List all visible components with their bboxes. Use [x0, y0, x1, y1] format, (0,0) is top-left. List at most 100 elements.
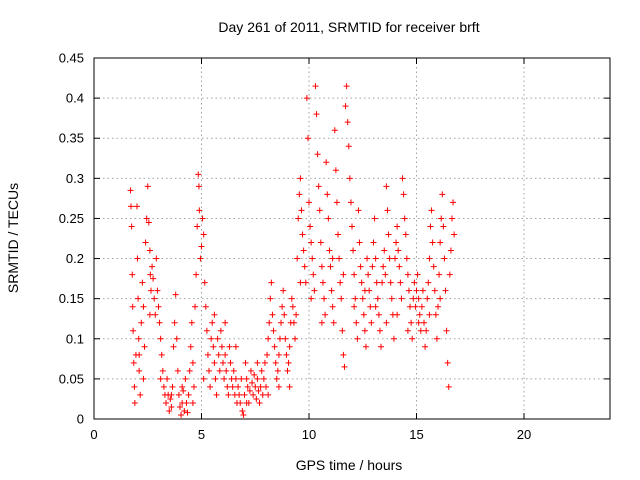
- data-point: [340, 351, 347, 358]
- data-point: [341, 363, 348, 370]
- data-point: [163, 399, 170, 406]
- data-point: [280, 287, 287, 294]
- data-point: [274, 367, 281, 374]
- data-point: [135, 335, 142, 342]
- data-point: [136, 351, 143, 358]
- data-point: [349, 223, 355, 230]
- data-point: [308, 239, 315, 246]
- data-point: [194, 223, 201, 230]
- data-point: [158, 351, 165, 358]
- data-point: [423, 327, 430, 334]
- data-point: [437, 239, 444, 246]
- data-point: [239, 407, 246, 414]
- data-point: [345, 143, 352, 150]
- data-point: [201, 279, 208, 286]
- data-point: [241, 391, 248, 398]
- data-point: [266, 319, 273, 326]
- data-point: [229, 383, 236, 390]
- data-point: [440, 223, 447, 230]
- data-point: [304, 135, 311, 142]
- data-point: [355, 207, 362, 214]
- data-point: [402, 231, 409, 238]
- data-point: [134, 255, 141, 262]
- data-point: [243, 399, 250, 406]
- data-point: [189, 359, 196, 366]
- data-point: [242, 359, 249, 366]
- data-point: [188, 319, 195, 326]
- data-point: [379, 279, 386, 286]
- data-point: [249, 379, 256, 386]
- data-point: [424, 295, 431, 302]
- data-point: [192, 303, 199, 310]
- data-point: [127, 187, 134, 194]
- data-point: [213, 391, 220, 398]
- data-point: [422, 343, 429, 350]
- data-point: [297, 175, 304, 182]
- data-point: [344, 119, 351, 126]
- data-point: [380, 263, 387, 270]
- data-point: [265, 391, 272, 398]
- y-tick-label: 0.25: [59, 211, 84, 226]
- data-point: [342, 103, 349, 110]
- data-point: [404, 271, 411, 278]
- data-point: [243, 375, 250, 382]
- data-point: [362, 343, 369, 350]
- data-point: [347, 199, 354, 206]
- data-point: [436, 271, 443, 278]
- data-point: [289, 303, 296, 310]
- data-point: [247, 367, 254, 374]
- data-point: [276, 335, 283, 342]
- data-point: [232, 375, 239, 382]
- data-point: [335, 231, 342, 238]
- data-point: [365, 271, 372, 278]
- data-point: [221, 375, 228, 382]
- data-point: [395, 247, 402, 254]
- data-point: [292, 335, 299, 342]
- data-point: [339, 327, 346, 334]
- data-point: [382, 271, 389, 278]
- data-point: [343, 83, 350, 90]
- data-point: [373, 279, 380, 286]
- data-point: [297, 279, 304, 286]
- data-point: [431, 287, 438, 294]
- data-point: [267, 295, 274, 302]
- data-point: [206, 367, 213, 374]
- data-point: [331, 127, 338, 134]
- data-point: [390, 335, 397, 342]
- data-point: [319, 279, 326, 286]
- data-point: [352, 295, 359, 302]
- data-point: [259, 391, 266, 398]
- data-point: [134, 203, 140, 210]
- data-point: [293, 311, 300, 318]
- data-point: [209, 319, 216, 326]
- data-point: [358, 279, 365, 286]
- data-point: [412, 303, 419, 310]
- data-point: [353, 319, 360, 326]
- data-point: [374, 295, 381, 302]
- data-point: [252, 383, 259, 390]
- data-point: [160, 383, 167, 390]
- data-point: [447, 247, 454, 254]
- data-point: [172, 291, 179, 298]
- data-point: [141, 343, 148, 350]
- data-point: [138, 319, 145, 326]
- data-point: [328, 287, 335, 294]
- data-point: [264, 351, 271, 358]
- data-point: [318, 263, 325, 270]
- data-point: [340, 271, 347, 278]
- data-point: [372, 255, 379, 262]
- data-point: [159, 367, 166, 374]
- data-point: [284, 367, 291, 374]
- data-point: [261, 359, 268, 366]
- data-point: [329, 303, 336, 310]
- data-point: [215, 351, 222, 358]
- data-point: [427, 223, 434, 230]
- data-point: [204, 351, 211, 358]
- data-point: [378, 343, 385, 350]
- data-point: [438, 215, 445, 222]
- data-point: [222, 351, 229, 358]
- data-point: [275, 351, 282, 358]
- data-point: [129, 271, 136, 278]
- data-point: [150, 275, 157, 282]
- data-point: [256, 399, 263, 406]
